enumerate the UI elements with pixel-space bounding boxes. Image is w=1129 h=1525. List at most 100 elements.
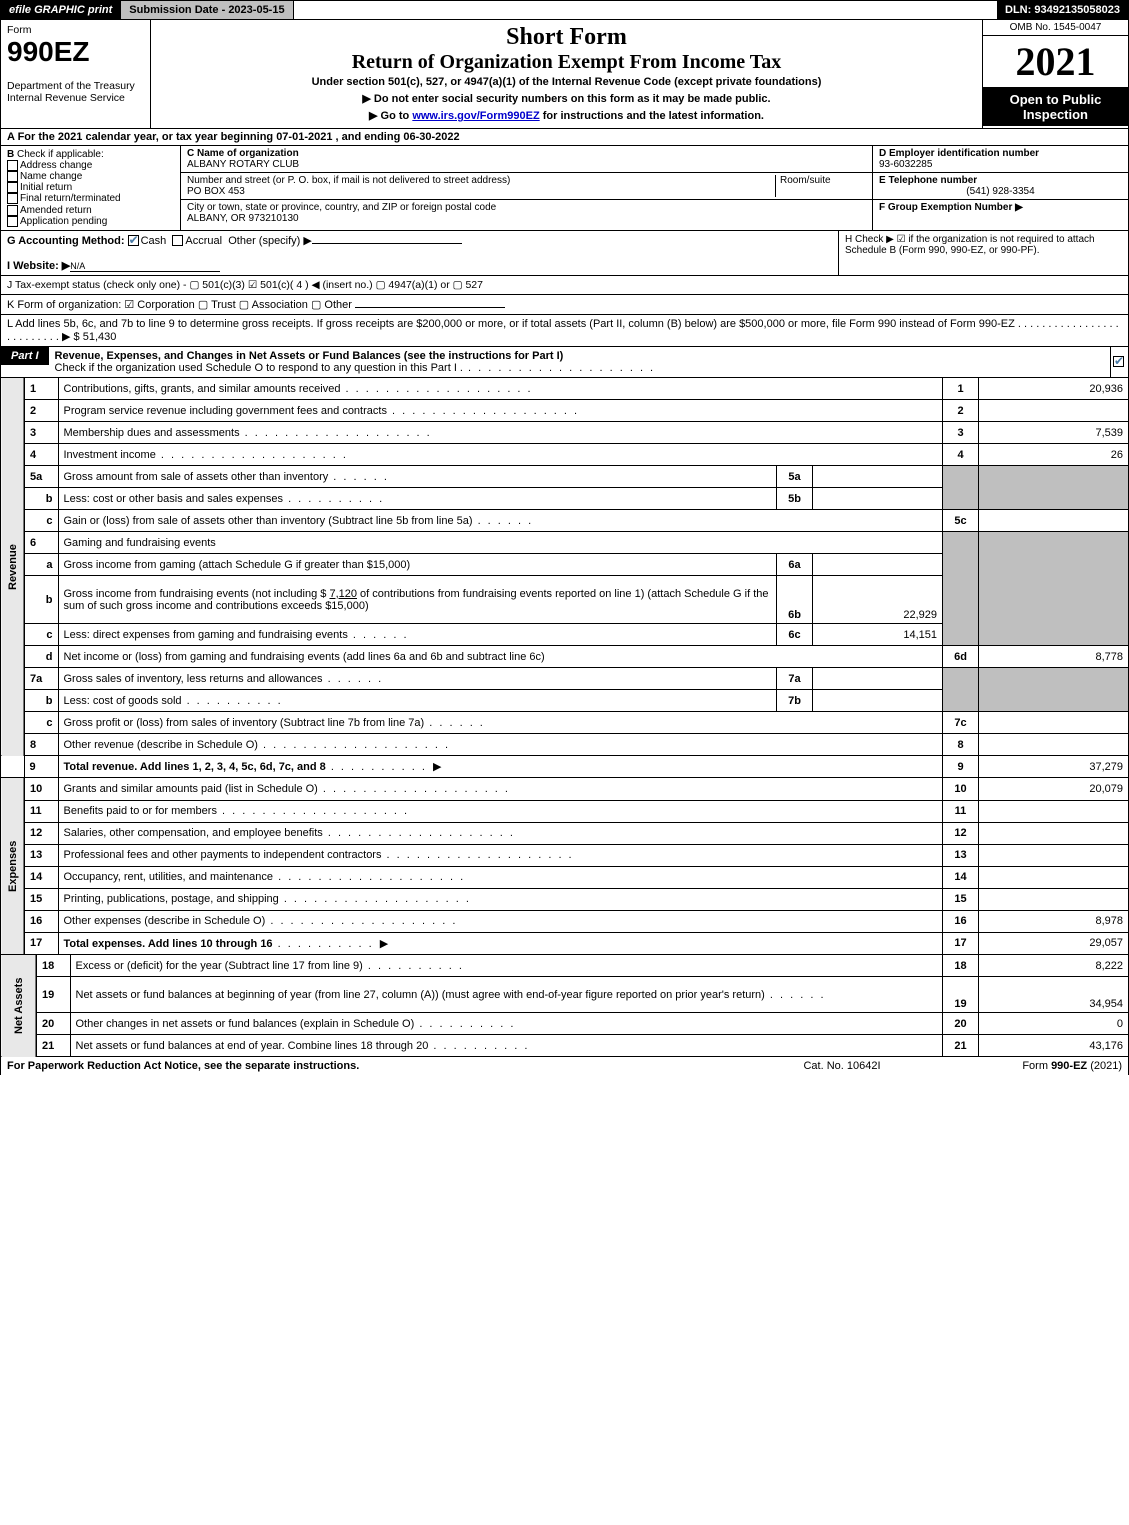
line-12-desc: Salaries, other compensation, and employ…: [58, 822, 943, 844]
cb-initial-return[interactable]: [7, 182, 18, 193]
top-bar: efile GRAPHIC print Submission Date - 20…: [0, 0, 1129, 20]
revenue-table: Revenue 1Contributions, gifts, grants, a…: [0, 378, 1129, 779]
line-2-desc: Program service revenue including govern…: [58, 400, 943, 422]
page-footer: For Paperwork Reduction Act Notice, see …: [0, 1057, 1129, 1075]
website-value: N/A: [70, 261, 220, 272]
footer-form-rev: Form 990-EZ (2021): [942, 1060, 1122, 1072]
under-section: Under section 501(c), 527, or 4947(a)(1)…: [159, 74, 974, 90]
line-6c-val: 14,151: [813, 624, 943, 646]
org-info-block: B Check if applicable: Address change Na…: [0, 146, 1129, 231]
efile-print-button[interactable]: efile GRAPHIC print: [1, 1, 121, 19]
line-1-desc: Contributions, gifts, grants, and simila…: [58, 378, 943, 400]
line-3-desc: Membership dues and assessments: [58, 422, 943, 444]
website-label: I Website: ▶: [7, 260, 70, 272]
line-6-desc: Gaming and fundraising events: [58, 532, 943, 554]
phone-label: E Telephone number: [879, 175, 977, 186]
line-20-val: 0: [979, 1013, 1129, 1035]
omb-number: OMB No. 1545-0047: [983, 20, 1128, 36]
main-title: Return of Organization Exempt From Incom…: [159, 51, 974, 74]
org-name: ALBANY ROTARY CLUB: [187, 159, 299, 170]
schedule-b-note: H Check ▶ ☑ if the organization is not r…: [845, 234, 1095, 256]
line-13-desc: Professional fees and other payments to …: [58, 844, 943, 866]
line-6c-desc: Less: direct expenses from gaming and fu…: [58, 624, 777, 646]
part1-title: Revenue, Expenses, and Changes in Net As…: [55, 350, 564, 362]
line-2-val: [979, 400, 1129, 422]
section-c-orgaddr: C Name of organization ALBANY ROTARY CLU…: [181, 146, 873, 230]
irs-link[interactable]: www.irs.gov/Form990EZ: [412, 110, 539, 122]
line-6b-val: 22,929: [813, 576, 943, 624]
dept-treasury: Department of the Treasury: [7, 80, 135, 92]
line-3-val: 7,539: [979, 422, 1129, 444]
line-6b-desc: Gross income from fundraising events (no…: [58, 576, 777, 624]
right-header-column: OMB No. 1545-0047 2021 Open to Public In…: [983, 20, 1128, 128]
line-6b-contrib-amt: 7,120: [329, 588, 357, 600]
cb-accrual[interactable]: [172, 235, 183, 246]
line-10-val: 20,079: [979, 778, 1129, 800]
line-9-val: 37,279: [979, 756, 1129, 778]
line-19-val: 34,954: [979, 977, 1129, 1013]
line-14-desc: Occupancy, rent, utilities, and maintena…: [58, 866, 943, 888]
line-4-desc: Investment income: [58, 444, 943, 466]
netassets-table: Net Assets 18Excess or (deficit) for the…: [0, 955, 1129, 1058]
line-6d-val: 8,778: [979, 646, 1129, 668]
line-1-val: 20,936: [979, 378, 1129, 400]
line-5c-desc: Gain or (loss) from sale of assets other…: [58, 510, 943, 532]
cb-cash[interactable]: [128, 235, 139, 246]
gross-receipts-value: 51,430: [83, 331, 117, 343]
footer-cat-no: Cat. No. 10642I: [742, 1060, 942, 1072]
line-11-desc: Benefits paid to or for members: [58, 800, 943, 822]
line-17-desc: Total expenses. Add lines 10 through 16 …: [58, 932, 943, 954]
room-suite-label: Room/suite: [776, 175, 866, 197]
dln-label: DLN: 93492135058023: [997, 1, 1128, 19]
section-a-taxyear: A For the 2021 calendar year, or tax yea…: [0, 129, 1129, 146]
goto-instructions: ▶ Go to www.irs.gov/Form990EZ for instru…: [159, 107, 974, 124]
gh-row: G Accounting Method: Cash Accrual Other …: [0, 231, 1129, 276]
city-label: City or town, state or province, country…: [187, 202, 496, 213]
cb-application-pending[interactable]: [7, 216, 18, 227]
section-j: J Tax-exempt status (check only one) - ▢…: [0, 276, 1129, 295]
group-exemption-label: F Group Exemption Number ▶: [879, 202, 1023, 213]
cb-address-change[interactable]: [7, 160, 18, 171]
street-value: PO BOX 453: [187, 186, 245, 197]
line-21-desc: Net assets or fund balances at end of ye…: [70, 1035, 943, 1057]
other-specify-input[interactable]: [312, 243, 462, 244]
line-15-desc: Printing, publications, postage, and shi…: [58, 888, 943, 910]
form-word: Form: [7, 24, 32, 36]
accounting-method-label: G Accounting Method:: [7, 235, 125, 247]
section-l: L Add lines 5b, 6c, and 7b to line 9 to …: [0, 315, 1129, 347]
line-5b-desc: Less: cost or other basis and sales expe…: [58, 488, 777, 510]
cb-schedule-o[interactable]: [1113, 356, 1124, 367]
open-inspection-badge: Open to Public Inspection: [983, 88, 1128, 126]
part1-badge: Part I: [1, 347, 49, 365]
ssn-warning: ▶ Do not enter social security numbers o…: [159, 90, 974, 107]
line-18-val: 8,222: [979, 955, 1129, 977]
section-h: H Check ▶ ☑ if the organization is not r…: [838, 231, 1128, 275]
line-4-val: 26: [979, 444, 1129, 466]
form-number: 990EZ: [7, 36, 90, 67]
cb-final-return[interactable]: [7, 193, 18, 204]
right-stack-def: D Employer identification number 93-6032…: [873, 146, 1128, 230]
line-8-desc: Other revenue (describe in Schedule O): [58, 734, 943, 756]
cb-name-change[interactable]: [7, 171, 18, 182]
part1-header: Part I Revenue, Expenses, and Changes in…: [0, 347, 1129, 378]
form-header: Form 990EZ Department of the Treasury In…: [0, 20, 1129, 129]
other-org-input[interactable]: [355, 307, 505, 308]
line-18-desc: Excess or (deficit) for the year (Subtra…: [70, 955, 943, 977]
line-21-val: 43,176: [979, 1035, 1129, 1057]
cb-amended-return[interactable]: [7, 205, 18, 216]
irs-label: Internal Revenue Service: [7, 92, 125, 104]
ein-label: D Employer identification number: [879, 148, 1039, 159]
netassets-side-label: Net Assets: [1, 955, 37, 1057]
section-b-checkboxes: B Check if applicable: Address change Na…: [1, 146, 181, 230]
street-label: Number and street (or P. O. box, if mail…: [187, 175, 510, 186]
title-column: Short Form Return of Organization Exempt…: [151, 20, 983, 128]
line-9-desc: Total revenue. Add lines 1, 2, 3, 4, 5c,…: [58, 756, 943, 778]
form-id-column: Form 990EZ Department of the Treasury In…: [1, 20, 151, 128]
revenue-side-label: Revenue: [1, 378, 25, 756]
section-k: K Form of organization: ☑ Corporation ▢ …: [0, 295, 1129, 315]
line-7a-desc: Gross sales of inventory, less returns a…: [58, 668, 777, 690]
line-17-val: 29,057: [979, 932, 1129, 954]
ein-value: 93-6032285: [879, 159, 932, 170]
expenses-side-label: Expenses: [1, 778, 25, 954]
line-10-desc: Grants and similar amounts paid (list in…: [58, 778, 943, 800]
